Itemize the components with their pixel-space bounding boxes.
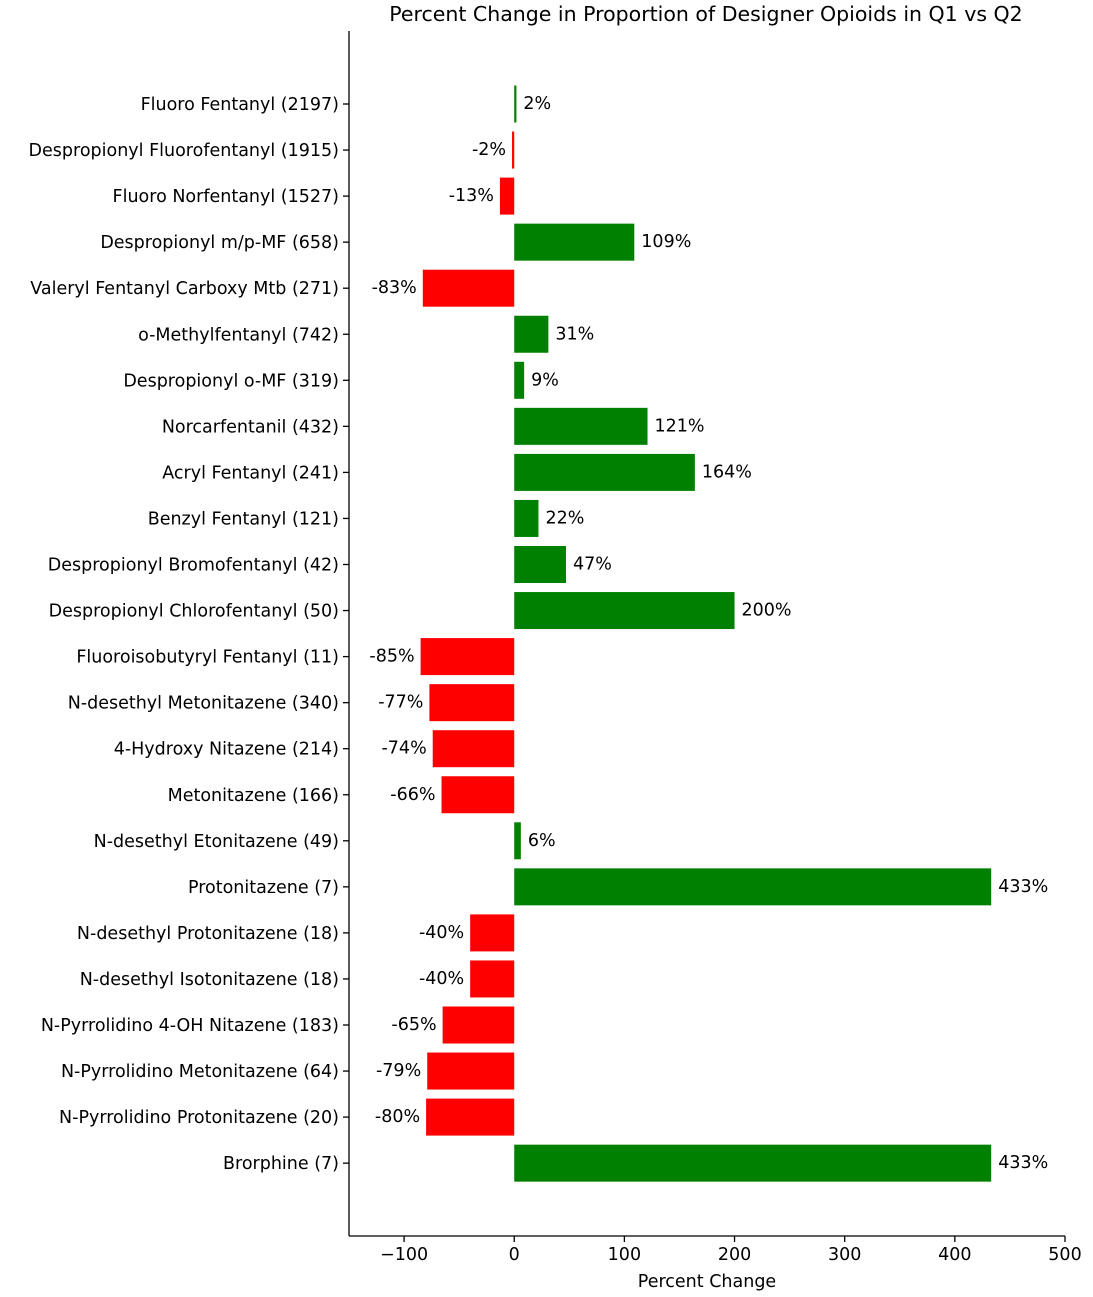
- bar: [512, 131, 515, 169]
- category-label: N-Pyrrolidino 4-OH Nitazene (183): [41, 1016, 339, 1036]
- category-label: Brorphine (7): [223, 1154, 339, 1174]
- y-axis-ticks: Fluoro Fentanyl (2197) Despropionyl Fluor…: [29, 95, 349, 1174]
- chart-title: Percent Change in Proportion of Designer…: [389, 2, 1022, 26]
- bar: [514, 315, 549, 353]
- bar: [470, 914, 515, 952]
- x-tick-label: 0: [509, 1245, 520, 1265]
- bar: [422, 269, 515, 307]
- value-labels-group: 2% -2% -13% 109% -83% 31% 9% 121% 164% 22% 47% 200%…: [369, 94, 1048, 1173]
- bar: [470, 960, 515, 998]
- bar-value-label: -80%: [375, 1107, 420, 1127]
- category-label: Benzyl Fentanyl (121): [148, 509, 339, 529]
- bar-value-label: 200%: [742, 601, 792, 621]
- category-label: N-Pyrrolidino Protonitazene (20): [59, 1108, 339, 1128]
- x-tick-label: 500: [1048, 1245, 1081, 1265]
- category-label: Norcarfentanil (432): [162, 417, 339, 437]
- bar-value-label: -65%: [391, 1015, 436, 1035]
- bar: [442, 1006, 515, 1044]
- category-label: Despropionyl Chlorofentanyl (50): [49, 602, 339, 622]
- category-label: Fluoro Fentanyl (2197): [141, 95, 339, 115]
- bar: [514, 868, 992, 906]
- x-tick-label: 300: [828, 1245, 861, 1265]
- bar: [420, 638, 515, 676]
- bar-value-label: 31%: [555, 324, 594, 344]
- bar: [499, 177, 515, 215]
- bar: [441, 776, 515, 814]
- bar: [427, 1052, 515, 1090]
- category-label: 4-Hydroxy Nitazene (214): [114, 740, 339, 760]
- bar-value-label: -13%: [449, 186, 494, 206]
- x-tick-label: 100: [608, 1245, 641, 1265]
- category-label: Metonitazene (166): [168, 786, 339, 806]
- category-label: Protonitazene (7): [188, 878, 339, 898]
- category-label: Acryl Fentanyl (241): [162, 463, 339, 483]
- bar: [514, 592, 735, 630]
- bar-value-label: 47%: [573, 555, 612, 575]
- x-axis-ticks: −100 0 100 200 300 400 500: [380, 1236, 1082, 1265]
- bar: [514, 546, 567, 583]
- bar: [514, 223, 635, 261]
- x-tick-label: 400: [938, 1245, 971, 1265]
- bar: [432, 730, 515, 768]
- bar-value-label: 164%: [702, 462, 752, 482]
- x-axis-label: Percent Change: [638, 1272, 776, 1292]
- category-label: N-desethyl Protonitazene (18): [77, 924, 339, 944]
- bar: [514, 822, 521, 860]
- bar-value-label: 109%: [641, 232, 691, 252]
- bar-value-label: -40%: [419, 969, 464, 989]
- bar-value-label: 6%: [528, 831, 556, 851]
- category-label: N-Pyrrolidino Metonitazene (64): [61, 1062, 339, 1082]
- bar-value-label: -83%: [372, 278, 417, 298]
- category-label: Despropionyl Bromofentanyl (42): [48, 556, 339, 576]
- category-label: Despropionyl Fluorofentanyl (1915): [29, 141, 339, 161]
- bar: [514, 407, 648, 445]
- bar-value-label: 433%: [998, 1153, 1048, 1173]
- bar-value-label: 121%: [655, 416, 705, 436]
- bar-value-label: -79%: [376, 1061, 421, 1081]
- bar: [514, 85, 517, 123]
- bar-value-label: -40%: [419, 923, 464, 943]
- bar-value-label: -2%: [472, 140, 506, 160]
- category-label: N-desethyl Metonitazene (340): [68, 694, 339, 714]
- category-label: Valeryl Fentanyl Carboxy Mtb (271): [30, 279, 339, 299]
- bar: [429, 684, 515, 722]
- bars-group: [420, 85, 992, 1182]
- bar: [514, 1144, 992, 1182]
- bar-value-label: 2%: [523, 94, 551, 114]
- bar: [514, 499, 539, 537]
- bar-value-label: -85%: [369, 647, 414, 667]
- bar: [514, 453, 695, 491]
- bar: [514, 361, 525, 399]
- bar-value-label: -77%: [378, 693, 423, 713]
- bar-value-label: 433%: [998, 877, 1048, 897]
- category-label: Despropionyl o-MF (319): [123, 371, 339, 391]
- bar-value-label: -66%: [390, 785, 435, 805]
- bar: [426, 1098, 515, 1136]
- x-tick-label: 200: [718, 1245, 751, 1265]
- bar-value-label: 9%: [531, 370, 559, 390]
- category-label: Despropionyl m/p-MF (658): [100, 233, 339, 253]
- bar-value-label: -74%: [381, 739, 426, 759]
- x-tick-label: −100: [380, 1245, 428, 1265]
- bar-value-label: 22%: [545, 508, 584, 528]
- category-label: Fluoro Norfentanyl (1527): [113, 187, 339, 207]
- category-label: N-desethyl Etonitazene (49): [94, 832, 339, 852]
- category-label: N-desethyl Isotonitazene (18): [80, 970, 339, 990]
- category-label: o-Methylfentanyl (742): [138, 325, 339, 345]
- category-label: Fluoroisobutyryl Fentanyl (11): [76, 648, 339, 668]
